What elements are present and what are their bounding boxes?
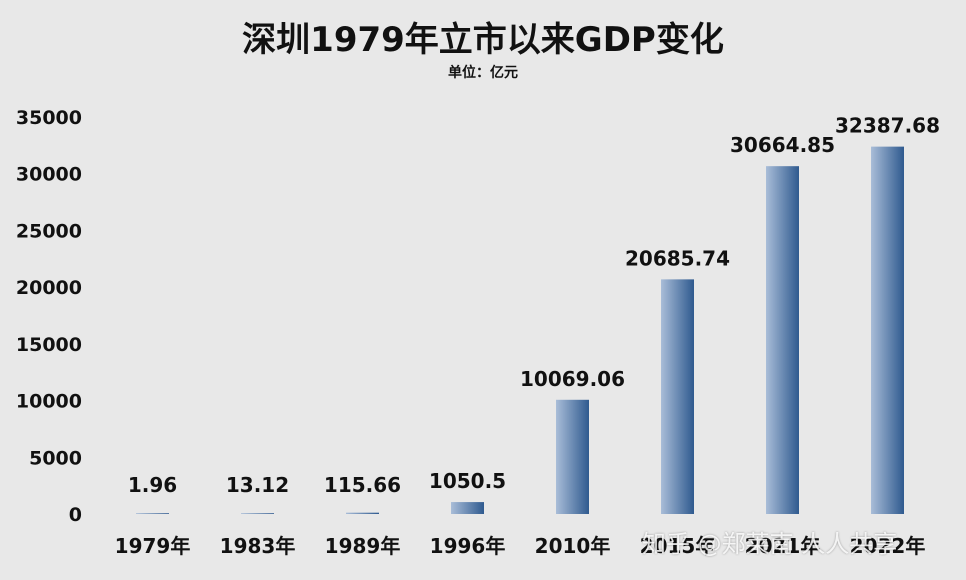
y-tick-label: 35000 — [16, 107, 82, 129]
chart-subtitle: 单位：亿元 — [448, 65, 518, 81]
bar — [136, 513, 169, 514]
y-axis: 0 5000 10000 15000 20000 25000 30000 35000 — [16, 107, 82, 526]
y-tick-label: 30000 — [16, 164, 82, 186]
x-tick-label: 2021年 — [745, 534, 821, 558]
bar — [661, 279, 694, 514]
data-label: 1.96 — [128, 473, 177, 497]
y-tick-label: 25000 — [16, 220, 82, 242]
y-tick-label: 0 — [69, 504, 82, 526]
x-tick-label: 1979年 — [115, 534, 191, 558]
bar — [556, 399, 589, 514]
data-label: 20685.74 — [625, 246, 730, 270]
bar — [766, 166, 799, 515]
watermark: 知乎 @郑莱南 人人共享 — [642, 530, 898, 558]
y-tick-label: 15000 — [16, 334, 82, 356]
x-tick-label: 1996年 — [430, 534, 506, 558]
bar — [871, 146, 904, 515]
x-tick-label: 2010年 — [535, 534, 611, 558]
x-tick-label: 1983年 — [220, 534, 296, 558]
y-tick-label: 5000 — [29, 447, 82, 469]
chart-title: 深圳1979年立市以来GDP变化 — [242, 20, 724, 60]
y-tick-label: 20000 — [16, 277, 82, 299]
data-label: 32387.68 — [835, 114, 940, 138]
bar — [346, 512, 379, 514]
data-label: 1050.5 — [429, 469, 506, 493]
data-label: 13.12 — [226, 473, 289, 497]
bar — [241, 513, 274, 514]
data-label: 10069.06 — [520, 367, 625, 391]
bars: 1.96 13.12 115.66 1050.5 10069.06 20685.74 306… — [128, 114, 940, 515]
data-label: 30664.85 — [730, 133, 835, 157]
x-tick-label: 1989年 — [325, 534, 401, 558]
x-tick-label: 2015年 — [640, 534, 716, 558]
bar — [451, 502, 484, 514]
data-label: 115.66 — [324, 473, 401, 497]
x-axis: 1979年 1983年 1989年 1996年 2010年 2015年 2021年 2022年 — [115, 534, 926, 558]
x-tick-label: 2022年 — [850, 534, 926, 558]
y-tick-label: 10000 — [16, 391, 82, 413]
